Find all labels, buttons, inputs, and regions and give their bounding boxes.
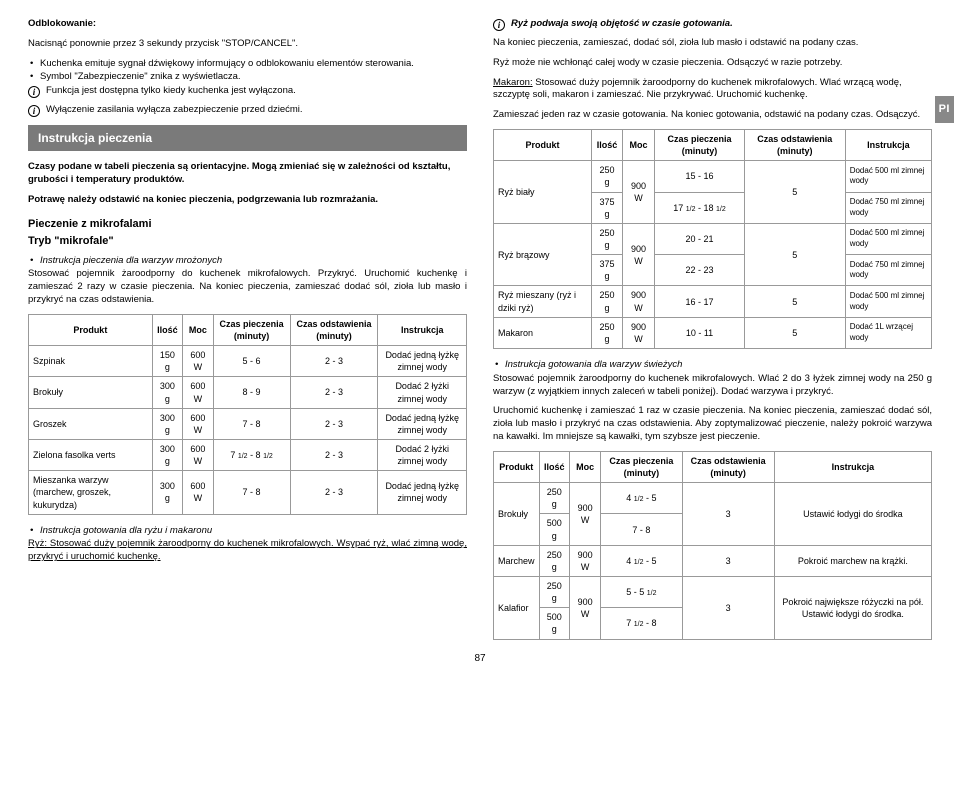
paragraph: Makaron: Stosować duży pojemnik żaroodpo… — [493, 77, 932, 103]
table-row: Groszek300 g600 W7 - 82 - 3Dodać jedną ł… — [29, 408, 467, 439]
info-text: Wyłączenie zasilania wyłącza zabezpiecze… — [46, 104, 303, 117]
table-header: Czas odstawienia (minuty) — [744, 130, 845, 161]
paragraph: Ryż: Stosować duży pojemnik żaroodporny … — [28, 538, 467, 564]
paragraph: Potrawę należy odstawić na koniec piecze… — [28, 194, 467, 207]
table-header: Produkt — [29, 314, 153, 345]
paragraph: Stosować pojemnik żaroodporny do kuchene… — [493, 373, 932, 399]
table-row: Brokuły250 g900 W4 1/2 - 53Ustawić łodyg… — [494, 483, 932, 514]
rice-paragraph: Ryż: Stosować duży pojemnik żaroodporny … — [28, 538, 467, 562]
left-column: Odblokowanie: Nacisnąć ponownie przez 3 … — [28, 18, 467, 640]
table-row: Makaron250 g900 W10 - 115Dodać 1L wrzące… — [494, 317, 932, 348]
table-header: Czas pieczenia (minuty) — [655, 130, 745, 161]
table-header: Instrukcja — [774, 451, 931, 482]
info-text: Ryż podwaja swoją objętość w czasie goto… — [511, 18, 733, 31]
table-header: Ilość — [539, 451, 570, 482]
paragraph: Czasy podane w tabeli pieczenia są orien… — [28, 161, 467, 187]
table-header: Ilość — [152, 314, 182, 345]
table-header: Produkt — [494, 130, 592, 161]
table-header: Produkt — [494, 451, 540, 482]
table-fresh-veg: ProduktIlośćMocCzas pieczenia (minuty)Cz… — [493, 451, 932, 640]
table-row: Ryż mieszany (ryż i dziki ryż)250 g900 W… — [494, 286, 932, 317]
page-number: 87 — [28, 652, 932, 666]
table-row: Zielona fasolka verts300 g600 W7 1/2 - 8… — [29, 439, 467, 470]
table-row: Ryż brązowy250 g900 W20 - 215Dodać 500 m… — [494, 223, 932, 254]
paragraph: Stosować pojemnik żaroodporny do kuchene… — [28, 268, 467, 306]
table-header: Instrukcja — [378, 314, 467, 345]
bullet-item: Instrukcja pieczenia dla warzyw mrożonyc… — [28, 255, 467, 268]
subheading: Pieczenie z mikrofalami — [28, 217, 467, 232]
table-header: Ilość — [592, 130, 623, 161]
table-header: Czas pieczenia (minuty) — [601, 451, 682, 482]
table-header: Instrukcja — [845, 130, 931, 161]
unlock-heading: Odblokowanie: — [28, 18, 467, 31]
info-icon: i — [493, 19, 505, 31]
info-text: Funkcja jest dostępna tylko kiedy kuchen… — [46, 85, 296, 98]
two-column-layout: Odblokowanie: Nacisnąć ponownie przez 3 … — [28, 18, 932, 640]
table-header: Czas odstawienia (minuty) — [290, 314, 378, 345]
language-tab: PI — [935, 96, 954, 123]
bullet-item: Instrukcja gotowania dla ryżu i makaronu — [28, 525, 467, 538]
table-row: Mieszanka warzyw (marchew, groszek, kuku… — [29, 471, 467, 514]
table-header: Moc — [570, 451, 601, 482]
table-row: Brokuły300 g600 W8 - 92 - 3Dodać 2 łyżki… — [29, 377, 467, 408]
subheading: Tryb "mikrofale" — [28, 234, 467, 249]
table-row: Ryż biały250 g900 W15 - 165Dodać 500 ml … — [494, 161, 932, 192]
table-header: Moc — [183, 314, 214, 345]
paragraph: Na koniec pieczenia, zamieszać, dodać só… — [493, 37, 932, 50]
table-header: Moc — [622, 130, 654, 161]
info-icon: i — [28, 86, 40, 98]
paragraph: Uruchomić kuchenkę i zamieszać 1 raz w c… — [493, 405, 932, 443]
bullet-item: Kuchenka emituje sygnał dźwiękowy inform… — [28, 58, 467, 71]
table-row: Szpinak150 g600 W5 - 62 - 3Dodać jedną ł… — [29, 346, 467, 377]
info-icon: i — [28, 105, 40, 117]
unlock-text: Nacisnąć ponownie przez 3 sekundy przyci… — [28, 38, 467, 51]
paragraph: Zamieszać jeden raz w czasie gotowania. … — [493, 109, 932, 122]
section-heading: Instrukcja pieczenia — [28, 125, 467, 151]
table-header: Czas odstawienia (minuty) — [682, 451, 774, 482]
paragraph: Ryż może nie wchłonąć całej wody w czasi… — [493, 57, 932, 70]
table-frozen-veg: ProduktIlośćMocCzas pieczenia (minuty)Cz… — [28, 314, 467, 515]
right-column: i Ryż podwaja swoją objętość w czasie go… — [493, 18, 932, 640]
table-rice-pasta: ProduktIlośćMocCzas pieczenia (minuty)Cz… — [493, 129, 932, 349]
bullet-item: Instrukcja gotowania dla warzyw świeżych — [493, 359, 932, 372]
info-line: i Ryż podwaja swoją objętość w czasie go… — [493, 18, 932, 31]
bullet-item: Symbol "Zabezpieczenie" znika z wyświetl… — [28, 71, 467, 84]
table-row: Marchew250 g900 W4 1/2 - 53Pokroić march… — [494, 545, 932, 576]
info-line: i Wyłączenie zasilania wyłącza zabezpiec… — [28, 104, 467, 117]
info-line: i Funkcja jest dostępna tylko kiedy kuch… — [28, 85, 467, 98]
table-row: Kalafior250 g900 W5 - 5 1/23Pokroić najw… — [494, 577, 932, 608]
table-header: Czas pieczenia (minuty) — [213, 314, 290, 345]
